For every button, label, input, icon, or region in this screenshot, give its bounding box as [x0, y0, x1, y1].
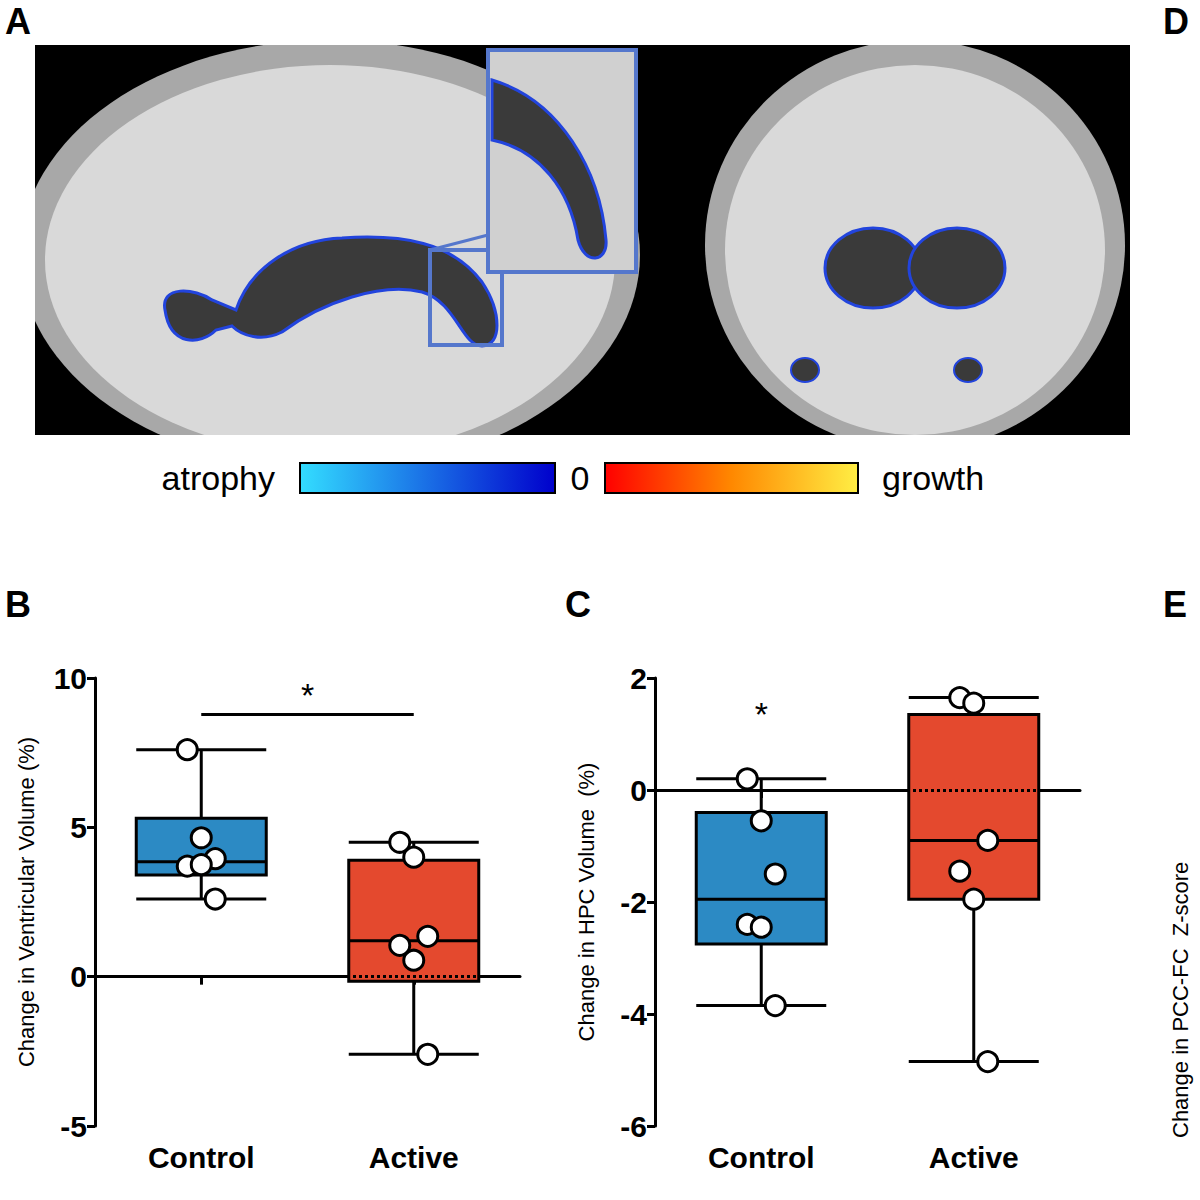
svg-text:0: 0 [571, 459, 590, 497]
svg-text:*: * [755, 695, 768, 733]
svg-text:Change in HPC Volume (%): Change in HPC Volume (%) [574, 763, 599, 1042]
html-text:D: D [1163, 1, 1189, 42]
svg-text:*: * [301, 676, 314, 714]
svg-text:5: 5 [70, 811, 87, 844]
svg-text:growth: growth [882, 459, 984, 497]
svg-text:10: 10 [54, 662, 87, 695]
html-text:Change in PCC-FC Z-score: Change in PCC-FC Z-score [1168, 861, 1193, 1139]
svg-text:0: 0 [70, 960, 87, 993]
html-text:B: B [5, 584, 31, 625]
html-text:A: A [5, 1, 31, 42]
html-text:C: C [565, 584, 591, 625]
svg-text:-2: -2 [620, 886, 647, 919]
svg-text:-6: -6 [620, 1110, 647, 1143]
svg-text:atrophy: atrophy [162, 459, 275, 497]
svg-text:2: 2 [630, 662, 647, 695]
svg-text:Control: Control [148, 1141, 255, 1174]
html-text:E: E [1163, 584, 1187, 625]
svg-text:0: 0 [630, 774, 647, 807]
svg-text:Control: Control [708, 1141, 815, 1174]
svg-text:Active: Active [929, 1141, 1019, 1174]
svg-text:Change in Ventricular Volume (: Change in Ventricular Volume (%) [14, 737, 39, 1067]
svg-text:-4: -4 [620, 998, 647, 1031]
svg-text:Active: Active [369, 1141, 459, 1174]
svg-text:-5: -5 [60, 1110, 87, 1143]
